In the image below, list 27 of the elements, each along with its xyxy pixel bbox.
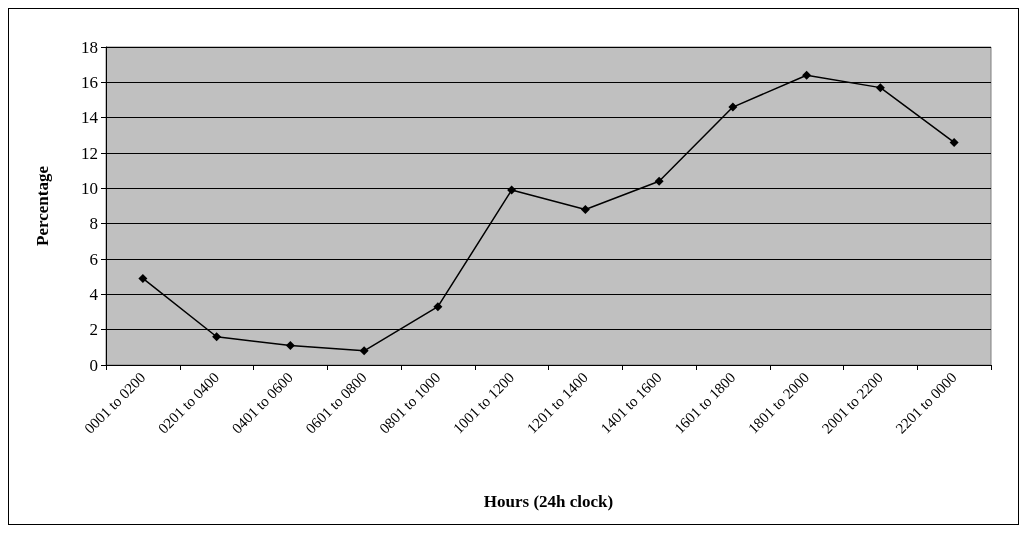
y-tick-label: 8	[89, 214, 98, 234]
point	[433, 302, 443, 312]
y-tick-label: 0	[89, 355, 98, 375]
y-tick-label: 16	[81, 72, 98, 92]
y-axis-title: Percentage	[33, 165, 52, 246]
y-tick-label: 6	[89, 249, 98, 269]
point	[212, 332, 222, 342]
y-tick-label: 2	[89, 320, 98, 340]
x-tick-label: 0401 to 0600	[228, 369, 297, 437]
x-tick-label: 0601 to 0800	[302, 369, 370, 437]
point	[802, 70, 812, 80]
point	[875, 83, 885, 93]
point	[285, 341, 295, 351]
x-tick-label: 0201 to 0400	[155, 369, 223, 437]
point	[138, 273, 148, 283]
y-tick-label: 4	[89, 284, 99, 304]
point	[654, 176, 664, 186]
point	[949, 137, 959, 147]
point	[359, 346, 369, 356]
y-tick-label: 12	[81, 143, 98, 163]
y-tick-label: 14	[81, 108, 99, 128]
y-tick-label: 10	[81, 178, 98, 198]
y-tick-label: 18	[81, 37, 98, 57]
point	[728, 102, 738, 112]
point	[580, 205, 590, 215]
x-axis-title: Hours (24h clock)	[483, 492, 614, 511]
point	[507, 185, 517, 195]
